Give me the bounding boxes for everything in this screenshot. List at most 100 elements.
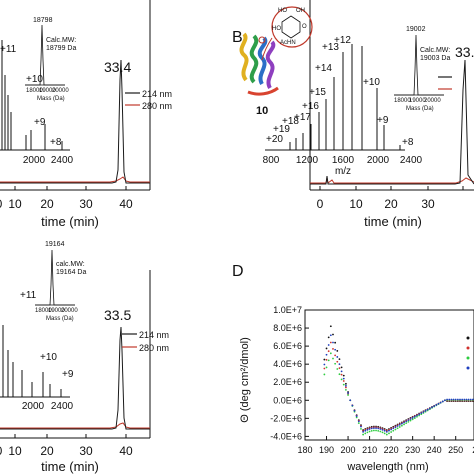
cd-point [336, 360, 339, 363]
cd-point [332, 357, 334, 360]
mass-tick: 18000 [394, 98, 411, 104]
cd-point [345, 382, 347, 385]
cd-legend [466, 336, 470, 370]
cd-point [347, 392, 349, 394]
compound-number: 10 [256, 105, 268, 117]
cd-point [461, 398, 464, 401]
legend-marker [466, 366, 470, 370]
tick-label: 30 [79, 444, 93, 458]
cd-point [409, 419, 412, 422]
cd-point [383, 432, 386, 435]
cd-point [342, 383, 345, 386]
cd-point [366, 431, 369, 434]
y-tick-label: 0.0E+6 [273, 395, 302, 405]
cd-point [325, 347, 328, 350]
panel-d: D Θ (deg cm²/dmol) 1.0E+7 8.0E+6 6.0E+6 4.0… [232, 263, 474, 473]
cd-point [467, 398, 470, 401]
cd-point [465, 398, 468, 401]
charge-label: +10 [363, 77, 380, 88]
y-tick-label: 1.0E+7 [273, 305, 302, 315]
tick-label: 30 [79, 197, 93, 211]
panel-d-x-label: wavelength (nm) [346, 461, 428, 473]
panel-a-deconv-inset: 18798 Calc.MW: 18799 Da 18000 19000 2000… [25, 17, 76, 102]
tick-label: 1200 [296, 155, 319, 166]
x-tick-label: 26 [472, 445, 474, 455]
cd-point [381, 428, 384, 431]
panel-c-trace-214 [0, 326, 150, 430]
mass-tick: 20000 [424, 98, 441, 104]
cd-point [452, 398, 455, 401]
cd-point [407, 420, 410, 423]
panel-a-x-label: time (min) [41, 214, 99, 229]
cd-point [362, 433, 365, 436]
tick-label: 40 [119, 197, 133, 211]
x-tick-label: 200 [341, 445, 356, 455]
panel-b-trace-280 [310, 177, 474, 184]
panel-c-peak-label: 33.5 [104, 307, 131, 323]
cd-point [327, 359, 330, 362]
cd-point [372, 427, 375, 430]
sugar-label: HO [278, 8, 287, 14]
cd-points [323, 325, 474, 436]
charge-label: +10 [26, 74, 43, 85]
cd-point [454, 398, 457, 401]
cd-point [340, 378, 343, 381]
cd-point [357, 422, 360, 425]
cd-point [338, 363, 341, 366]
y-tick-label: -2.0E+6 [270, 413, 302, 423]
y-tick-label: 4.0E+6 [273, 359, 302, 369]
cd-point [416, 414, 418, 417]
legend-280: 280 nm [142, 101, 172, 111]
cd-point [329, 334, 332, 337]
panel-b-x-label: time (min) [364, 214, 422, 229]
cd-point [357, 420, 360, 423]
sugar-label: AcHN [280, 40, 296, 46]
charge-label: +10 [40, 352, 57, 363]
cd-point [334, 354, 337, 357]
cd-point [349, 399, 352, 402]
tick-label: 1600 [332, 155, 355, 166]
cd-point [345, 386, 347, 389]
cd-point [332, 333, 334, 336]
charge-label: +16 [302, 101, 319, 112]
cd-point [390, 428, 393, 431]
panel-d-label: D [232, 263, 244, 280]
panel-a-x-ticks: 0 10 20 30 40 [0, 197, 133, 211]
cd-point [345, 388, 347, 391]
cd-point [364, 432, 367, 435]
cd-point [342, 380, 345, 382]
cd-point [381, 431, 384, 434]
tick-label: 10 [8, 197, 22, 211]
cd-point [450, 398, 453, 401]
cd-point [413, 417, 416, 419]
cd-point [416, 415, 418, 418]
cd-point [400, 424, 403, 427]
cd-point [355, 416, 358, 419]
cd-point [353, 409, 356, 412]
cd-point [368, 430, 371, 433]
cd-point [394, 428, 397, 431]
cd-point [375, 427, 377, 430]
cd-point [407, 419, 410, 422]
tick-label: 2000 [23, 155, 46, 166]
cd-x-ticks: 180 190 200 210 220 230 240 250 26 [297, 436, 474, 455]
calc-mw-value: 19164 Da [56, 269, 86, 276]
panel-d-y-label: Θ (deg cm²/dmol) [239, 337, 251, 423]
cd-point [340, 370, 343, 373]
mass-tick: 18000 [35, 308, 52, 314]
calc-mw-value: 18799 Da [46, 45, 76, 52]
charge-label: +20 [266, 134, 283, 145]
cd-point [327, 344, 330, 346]
cd-point [329, 341, 332, 344]
cd-point [336, 356, 339, 358]
y-tick-label: -4.0E+6 [270, 431, 302, 441]
deconv-peak: 19164 [45, 241, 65, 248]
cd-point [428, 407, 431, 410]
tick-label: 20 [40, 444, 54, 458]
legend-marker [466, 336, 470, 340]
cd-point [418, 413, 421, 416]
cd-point [340, 366, 343, 369]
cd-point [364, 429, 367, 432]
cd-point [385, 433, 388, 436]
panel-a-ms-inset: +11 +10 +9 +8 2000 2400 18798 Calc.MW: 1… [0, 17, 76, 166]
